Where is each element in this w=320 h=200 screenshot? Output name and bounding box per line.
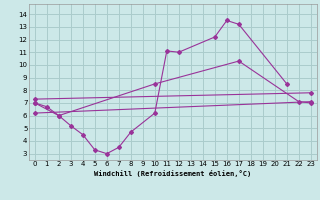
X-axis label: Windchill (Refroidissement éolien,°C): Windchill (Refroidissement éolien,°C): [94, 170, 252, 177]
